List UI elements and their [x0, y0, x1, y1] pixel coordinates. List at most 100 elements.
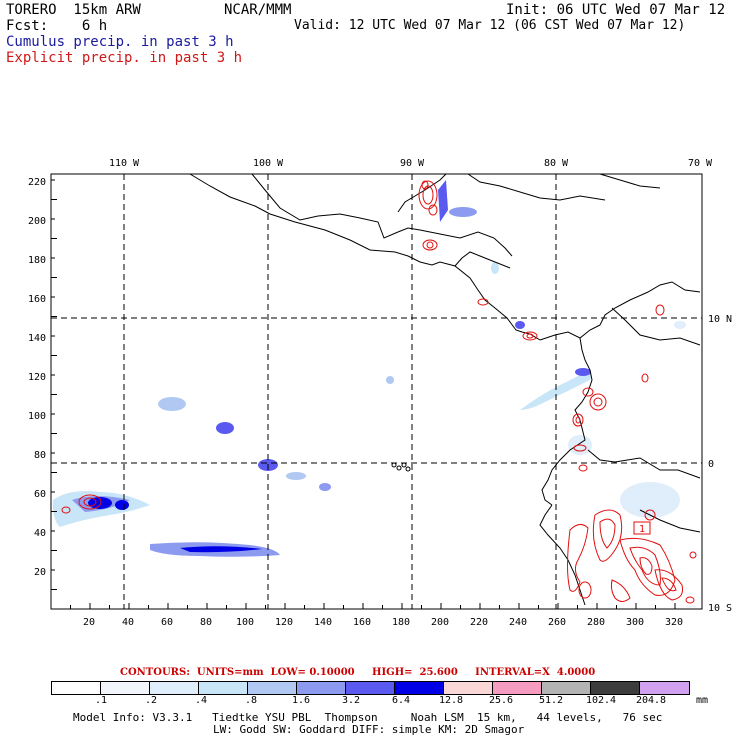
- legend-swatch: [346, 682, 395, 694]
- legend-label: 3.2: [341, 695, 361, 706]
- x-axis-labels: 20 40 60 80 100 120 140 160 180 200 220 …: [83, 617, 683, 628]
- latlon-grid: [51, 174, 702, 609]
- cumulus-cell-4: [216, 422, 234, 434]
- y-tick-label: 180: [28, 255, 46, 266]
- contour-andes-1: [567, 524, 589, 592]
- init-time: Init: 06 UTC Wed 07 Mar 12: [506, 2, 726, 18]
- y-tick-label: 160: [28, 294, 46, 305]
- model-info-line2: LW: Godd SW: Goddard DIFF: simple KM: 2D…: [213, 723, 525, 736]
- x-tick-label: 260: [548, 617, 566, 628]
- contour-honduras: [477, 298, 489, 306]
- y-tick-label: 80: [34, 450, 46, 461]
- cumulus-cell-6: [286, 472, 306, 480]
- contour-andes-9: [685, 596, 695, 604]
- cumulus-cell-8: [386, 376, 394, 384]
- legend-label: 12.8: [438, 695, 464, 706]
- x-tick-label: 40: [122, 617, 134, 628]
- cumulus-cell-14: [620, 482, 680, 518]
- x-tick-label: 300: [626, 617, 644, 628]
- legend-swatch: [395, 682, 444, 694]
- cumulus-cell-11: [515, 321, 525, 329]
- x-tick-label: 140: [314, 617, 332, 628]
- y-tick-label: 60: [34, 489, 46, 500]
- x-tick-label: 220: [470, 617, 488, 628]
- x-tick-label: 80: [200, 617, 212, 628]
- legend-label: .1: [94, 695, 108, 706]
- cumulus-cell-3: [158, 397, 186, 411]
- contour-venezuela: [655, 304, 665, 316]
- x-tick-label: 60: [161, 617, 173, 628]
- cumulus-band-south-core: [180, 546, 262, 553]
- border-brazil: [639, 509, 701, 533]
- border-central-america: [454, 251, 511, 269]
- forecast-hour: Fcst: 6 h: [6, 18, 108, 34]
- lon-label-110w: 110 W: [109, 158, 140, 169]
- legend-label: 25.6: [488, 695, 514, 706]
- legend-swatch: [297, 682, 346, 694]
- field-cumulus-label: Cumulus precip. in past 3 h: [6, 34, 234, 50]
- lon-label-80w: 80 W: [544, 158, 569, 169]
- contour-andes-5: [610, 579, 631, 602]
- cumulus-cell-12: [491, 262, 499, 274]
- legend-label: 204.8: [635, 695, 667, 706]
- contour-andes-2: [592, 509, 623, 562]
- cumulus-cell-7: [319, 483, 331, 491]
- valid-time: Valid: 12 UTC Wed 07 Mar 12 (06 CST Wed …: [294, 18, 686, 33]
- y-tick-label: 100: [28, 411, 46, 422]
- coast-colombia-north: [599, 281, 701, 326]
- top-lon-labels: 110 W 100 W 90 W 80 W 70 W: [109, 158, 713, 169]
- coastlines: [189, 173, 701, 606]
- coast-cuba: [467, 173, 606, 201]
- cumulus-precip-areas: [52, 180, 686, 557]
- x-tick-label: 320: [665, 617, 683, 628]
- cumulus-cell-15: [674, 321, 686, 329]
- contour-ecuador: [578, 464, 588, 472]
- legend-label: 1.6: [291, 695, 311, 706]
- model-title: TORERO 15km ARW: [6, 2, 141, 18]
- y-tick-label: 220: [28, 177, 46, 188]
- cumulus-cell-10: [449, 207, 477, 217]
- x-tick-label: 100: [236, 617, 254, 628]
- cumulus-cell-1: [88, 497, 112, 509]
- coast-yucatan: [397, 173, 447, 213]
- legend-swatch: [199, 682, 248, 694]
- coast-mexico: [189, 173, 541, 341]
- lon-label-100w: 100 W: [253, 158, 284, 169]
- coast-hispaniola: [599, 173, 661, 189]
- legend-label: .4: [194, 695, 208, 706]
- contour-label-text: 1: [639, 524, 645, 535]
- legend-swatch: [150, 682, 199, 694]
- y-tick-label: 120: [28, 372, 46, 383]
- contour-colombia-coast-1: [589, 393, 607, 411]
- lat-label-10s: 10 S: [708, 603, 732, 614]
- legend-label: 51.2: [538, 695, 564, 706]
- legend-label: .2: [144, 695, 158, 706]
- contour-colombia-coast-4: [573, 444, 587, 452]
- legend-swatch: [640, 682, 689, 694]
- cumulus-cell-2: [115, 500, 129, 510]
- contour-yucatan: [418, 180, 438, 210]
- y-tick-label: 40: [34, 528, 46, 539]
- right-lat-labels: 10 N 0 10 S: [708, 314, 732, 614]
- lon-label-90w: 90 W: [400, 158, 425, 169]
- field-explicit-label: Explicit precip. in past 3 h: [6, 50, 243, 66]
- legend-swatch: [591, 682, 640, 694]
- lat-label-0: 0: [708, 459, 714, 470]
- contour-andes-8: [689, 551, 697, 559]
- contour-colombia-coast-3: [572, 413, 584, 427]
- legend-label: .8: [244, 695, 258, 706]
- y-axis-labels: 220 200 180 160 140 120 100 80 60 40 20: [28, 177, 46, 578]
- legend-swatch: [444, 682, 493, 694]
- x-tick-label: 200: [431, 617, 449, 628]
- contour-info: CONTOURS: UNITS=mm LOW= 0.10000 HIGH= 25…: [120, 667, 596, 678]
- legend-swatch: [493, 682, 542, 694]
- border-ecuador-peru: [587, 449, 701, 479]
- legend-swatch: [248, 682, 297, 694]
- contour-label-box: 1: [633, 521, 651, 535]
- contour-andes-4: [654, 569, 683, 601]
- legend-label: 102.4: [585, 695, 617, 706]
- color-legend: [51, 681, 690, 695]
- lat-label-10n: 10 N: [708, 314, 732, 325]
- contour-pacific-west: [78, 494, 102, 510]
